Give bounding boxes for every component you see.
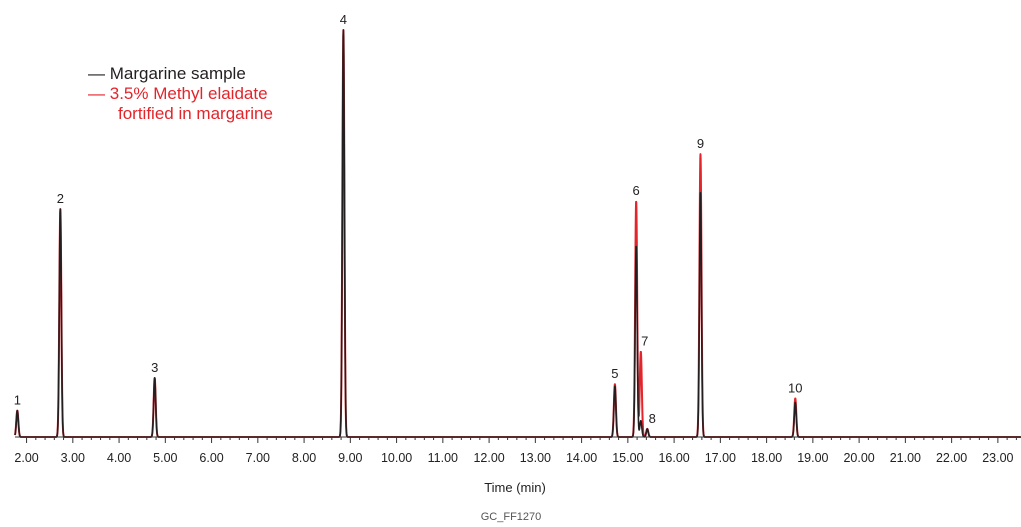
legend-label-fortified: 3.5% Methyl elaidate — [109, 84, 268, 103]
x-tick-label: 14.00 — [566, 451, 597, 465]
legend-dash-fortified: — — [88, 84, 105, 103]
peak-labels: 1 2 3 4 5 6 7 8 9 10 — [14, 12, 803, 426]
x-tick-label: 18.00 — [751, 451, 782, 465]
legend-item-fortified: — 3.5% Methyl elaidate — [88, 84, 273, 104]
x-tick-label: 23.00 — [982, 451, 1013, 465]
figure-code: GC_FF1270 — [481, 511, 542, 523]
x-tick-label: 10.00 — [381, 451, 412, 465]
x-tick-label: 2.00 — [14, 451, 38, 465]
x-tick-label: 21.00 — [890, 451, 921, 465]
legend-label-fortified-cont: fortified in margarine — [118, 104, 273, 123]
x-tick-label: 22.00 — [936, 451, 967, 465]
legend-dash-margarine: — — [88, 64, 105, 83]
x-axis-title: Time (min) — [484, 480, 546, 495]
x-tick-label: 12.00 — [473, 451, 504, 465]
x-axis-ticks: 2.00 3.00 4.00 5.00 6.00 7.00 8.00 9.00 10.00 11.… — [14, 437, 1017, 465]
peak-label-2: 2 — [57, 191, 64, 206]
peak-label-10: 10 — [788, 380, 802, 395]
peak-label-7: 7 — [641, 334, 648, 349]
x-tick-label: 4.00 — [107, 451, 131, 465]
peak-label-4: 4 — [340, 12, 347, 27]
peak-label-8: 8 — [649, 411, 656, 426]
x-tick-label: 8.00 — [292, 451, 316, 465]
peak-label-3: 3 — [151, 360, 158, 375]
legend-item-margarine: — Margarine sample — [88, 64, 273, 84]
x-tick-label: 13.00 — [520, 451, 551, 465]
x-tick-label: 9.00 — [338, 451, 362, 465]
legend: — Margarine sample — 3.5% Methyl elaidat… — [88, 64, 273, 124]
x-tick-label: 5.00 — [153, 451, 177, 465]
x-tick-label: 20.00 — [843, 451, 874, 465]
legend-label-margarine: Margarine sample — [109, 64, 246, 83]
x-tick-label: 17.00 — [705, 451, 736, 465]
x-tick-label: 15.00 — [612, 451, 643, 465]
x-tick-label: 19.00 — [797, 451, 828, 465]
x-tick-label: 11.00 — [428, 451, 458, 465]
peak-label-1: 1 — [14, 393, 21, 408]
peak-label-5: 5 — [611, 366, 618, 381]
x-tick-label: 7.00 — [246, 451, 270, 465]
x-tick-label: 6.00 — [199, 451, 223, 465]
x-tick-label: 3.00 — [61, 451, 85, 465]
peak-label-6: 6 — [633, 183, 640, 198]
peak-label-9: 9 — [697, 136, 704, 151]
x-tick-label: 16.00 — [658, 451, 689, 465]
